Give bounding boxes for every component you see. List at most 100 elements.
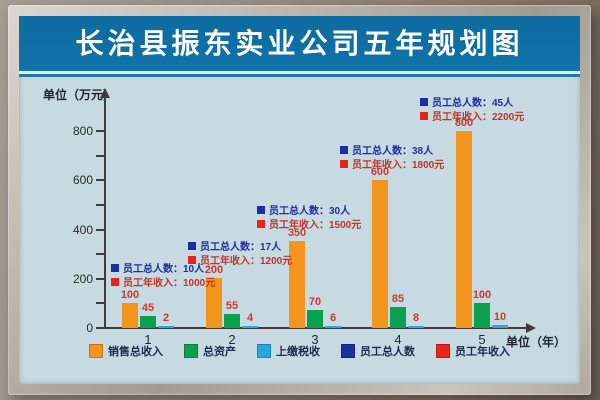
x-axis-category-label: 3 <box>311 332 319 347</box>
y-axis-tick <box>96 179 104 182</box>
legend-swatch-employees-icon <box>341 344 355 358</box>
x-axis-category-label: 4 <box>394 332 402 347</box>
page-title: 长治县振东实业公司五年规划图 <box>75 28 524 59</box>
bar-tax <box>242 326 258 328</box>
bar-tax <box>325 326 341 328</box>
annotation-marker-employees-icon <box>420 97 428 106</box>
y-axis-tick <box>96 253 104 256</box>
y-axis-tick <box>96 154 104 157</box>
bar-value-label: 6 <box>329 312 337 324</box>
legend-item-employees: 员工总人数 <box>341 343 415 359</box>
separator-blue <box>19 74 580 77</box>
y-axis-tick <box>96 327 104 329</box>
bar-tax <box>492 325 508 328</box>
bar-value-label: 4 <box>246 312 254 324</box>
y-axis-unit-label: 单位（万元） <box>43 88 116 102</box>
y-axis-tick <box>96 130 104 133</box>
y-axis-tick <box>96 277 104 280</box>
annotation-text-income: 员工年收入：1200元 <box>200 256 293 267</box>
y-axis-tick-label: 0 <box>86 321 93 335</box>
legend-label-sales: 销售总收入 <box>108 346 163 358</box>
x-axis-arrow-icon <box>526 323 536 333</box>
annotation-line-employees: 员工总人数：38人 <box>340 143 444 157</box>
bar-value-label: 2 <box>162 312 170 324</box>
bar-value-label: 800 <box>454 117 474 129</box>
annotation-marker-income-icon <box>188 255 196 264</box>
annotation-marker-income-icon <box>111 277 119 286</box>
annotation-marker-employees-icon <box>188 241 196 250</box>
bar-value-label: 70 <box>308 296 322 308</box>
x-axis-category-label: 5 <box>478 332 486 347</box>
annotation-line-employees: 员工总人数：30人 <box>257 203 361 217</box>
bar-value-label: 85 <box>391 293 405 305</box>
legend-item-assets: 总资产 <box>184 343 236 359</box>
annotation-text-employees: 员工总人数：10人 <box>123 264 205 275</box>
x-axis-category-label: 1 <box>144 332 152 347</box>
x-axis-category-label: 2 <box>228 332 236 347</box>
annotation-text-income: 员工年收入：1000元 <box>123 278 216 289</box>
annotation-year-5: 员工总人数：45人 员工年收入：2200元 <box>420 95 524 123</box>
x-axis-line <box>104 327 526 329</box>
separator-light <box>19 71 580 74</box>
annotation-text-employees: 员工总人数：38人 <box>352 146 434 157</box>
legend-label-income: 员工年收入 <box>455 346 510 358</box>
annotation-text-employees: 员工总人数：17人 <box>200 242 282 253</box>
bar-sales <box>289 241 305 328</box>
annotation-year-1: 员工总人数：10人 员工年收入：1000元 <box>111 261 215 289</box>
annotation-line-income: 员工年收入：1200元 <box>188 253 293 267</box>
annotation-year-4: 员工总人数：38人 员工年收入：1800元 <box>340 143 444 171</box>
legend-label-tax: 上缴税收 <box>276 346 320 358</box>
annotation-marker-income-icon <box>420 111 428 120</box>
legend: 销售总收入 总资产 上缴税收 员工总人数 员工年收入 <box>19 343 580 359</box>
annotation-text-income: 员工年收入：2200元 <box>432 112 525 123</box>
bar-sales <box>206 278 222 328</box>
annotation-marker-employees-icon <box>111 263 119 272</box>
bar-value-label: 8 <box>412 312 420 324</box>
legend-item-tax: 上缴税收 <box>257 343 320 359</box>
bar-assets <box>390 307 406 328</box>
bar-assets <box>140 316 156 328</box>
bar-value-label: 100 <box>120 289 140 301</box>
annotation-marker-income-icon <box>257 219 265 228</box>
y-axis-tick-label: 200 <box>72 271 93 286</box>
bar-tax <box>158 326 174 328</box>
annotation-marker-income-icon <box>340 159 348 168</box>
legend-swatch-tax-icon <box>257 344 271 358</box>
legend-item-income: 员工年收入 <box>436 343 510 359</box>
title-banner: 长治县振东实业公司五年规划图 <box>19 16 580 71</box>
legend-swatch-income-icon <box>436 344 450 358</box>
annotation-line-income: 员工年收入：1800元 <box>340 157 445 171</box>
annotation-text-income: 员工年收入：1500元 <box>269 220 362 231</box>
bar-assets <box>307 310 323 328</box>
y-axis-tick-label: 400 <box>72 222 93 237</box>
annotation-text-income: 员工年收入：1800元 <box>352 160 445 171</box>
bar-value-label: 10 <box>493 311 507 323</box>
annotation-year-2: 员工总人数：17人 员工年收入：1200元 <box>188 239 292 267</box>
bar-assets <box>224 314 240 328</box>
bar-value-label: 100 <box>472 289 492 301</box>
annotation-year-3: 员工总人数：30人 员工年收入：1500元 <box>257 203 361 231</box>
annotation-text-employees: 员工总人数：45人 <box>432 98 514 109</box>
annotation-text-employees: 员工总人数：30人 <box>269 206 351 217</box>
y-axis-tick <box>96 203 104 206</box>
bar-value-label: 200 <box>204 264 224 276</box>
annotation-line-employees: 员工总人数：10人 <box>111 261 215 275</box>
y-axis-tick <box>96 228 104 231</box>
poster: 长治县振东实业公司五年规划图 单位（万元） 单位（年） 0 200 400 600 80… <box>19 16 580 384</box>
legend-swatch-assets-icon <box>184 344 198 358</box>
bar-sales <box>372 180 388 328</box>
bar-value-label: 350 <box>287 227 307 239</box>
annotation-marker-employees-icon <box>340 145 348 154</box>
bar-sales <box>456 131 472 328</box>
annotation-line-income: 员工年收入：2200元 <box>420 109 525 123</box>
bar-assets <box>474 303 490 328</box>
y-axis-tick-label: 800 <box>72 124 93 139</box>
annotation-line-employees: 员工总人数：45人 <box>420 95 524 109</box>
y-axis-tick <box>96 302 104 305</box>
x-axis-unit-label: 单位（年） <box>506 335 567 349</box>
bar-sales <box>122 303 138 328</box>
annotation-line-income: 员工年收入：1500元 <box>257 217 362 231</box>
y-axis-line <box>104 97 106 328</box>
legend-label-employees: 员工总人数 <box>360 346 415 358</box>
